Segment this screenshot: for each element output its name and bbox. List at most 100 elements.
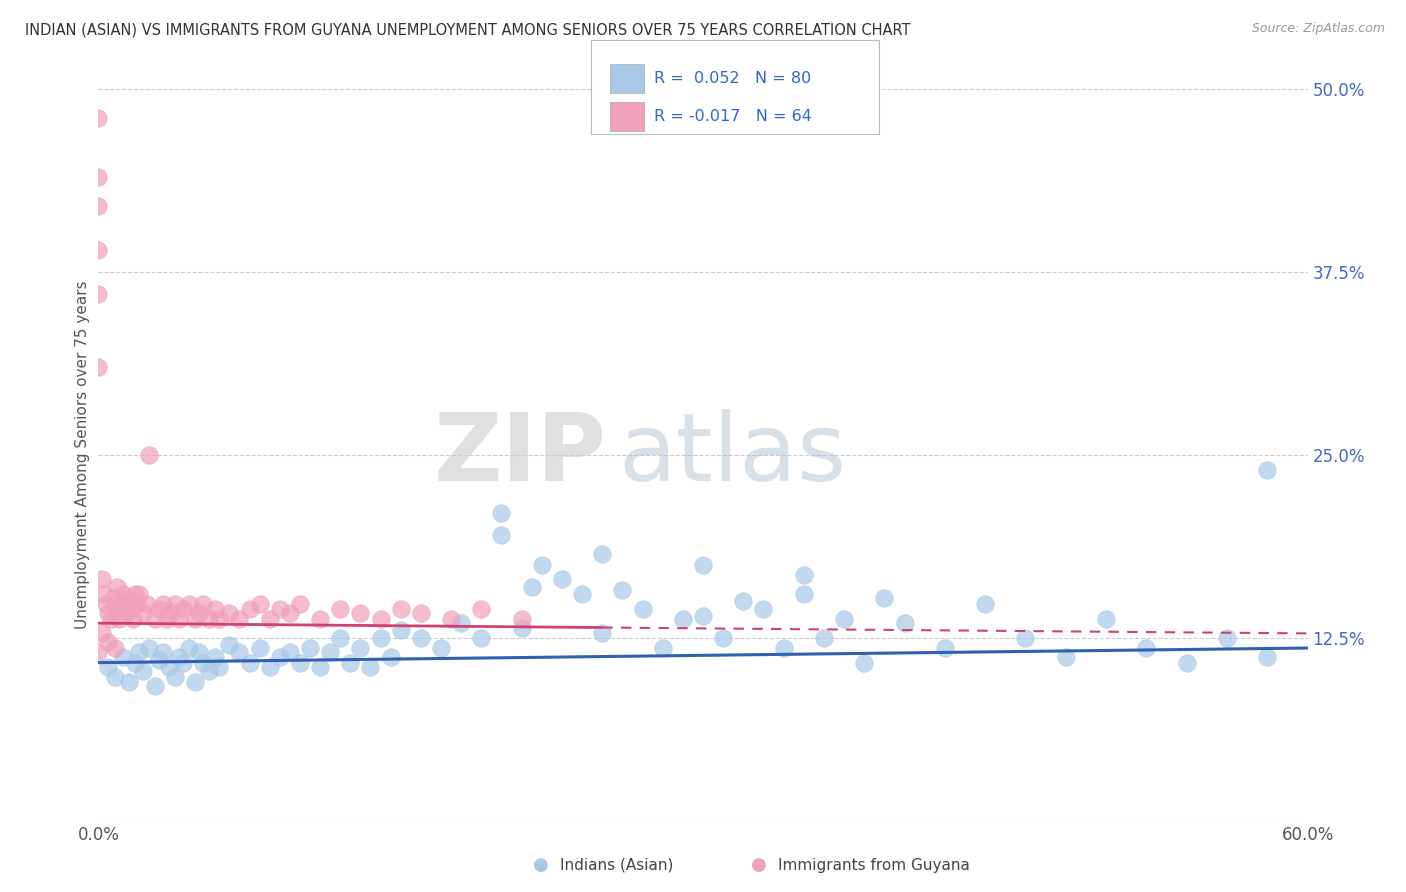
Point — [157, 660, 180, 674]
Point — [193, 656, 215, 670]
Text: ZIP: ZIP — [433, 409, 606, 501]
Point — [278, 606, 301, 620]
Point — [631, 601, 654, 615]
Point — [208, 612, 231, 626]
Point — [380, 649, 402, 664]
Point — [389, 624, 412, 638]
Point — [100, 612, 122, 626]
Text: Immigrants from Guyana: Immigrants from Guyana — [778, 858, 969, 872]
Point — [172, 656, 194, 670]
Point — [853, 656, 876, 670]
Point — [1135, 640, 1157, 655]
Point — [813, 631, 835, 645]
Point — [103, 640, 125, 655]
Point — [269, 649, 291, 664]
Point — [118, 674, 141, 689]
Point — [1054, 649, 1077, 664]
Point — [105, 580, 128, 594]
Point — [249, 597, 271, 611]
Point — [1095, 612, 1118, 626]
Point — [107, 612, 129, 626]
Point — [873, 591, 896, 606]
Point — [389, 601, 412, 615]
Point — [360, 660, 382, 674]
Point — [87, 112, 110, 126]
Point — [672, 612, 695, 626]
Point — [259, 660, 281, 674]
Point — [793, 587, 815, 601]
Point — [349, 640, 371, 655]
Point — [184, 674, 207, 689]
Point — [172, 601, 194, 615]
Point — [319, 645, 342, 659]
Text: Source: ZipAtlas.com: Source: ZipAtlas.com — [1251, 22, 1385, 36]
Point — [114, 597, 136, 611]
Point — [370, 612, 392, 626]
Text: INDIAN (ASIAN) VS IMMIGRANTS FROM GUYANA UNEMPLOYMENT AMONG SENIORS OVER 75 YEAR: INDIAN (ASIAN) VS IMMIGRANTS FROM GUYANA… — [25, 22, 911, 37]
Point — [163, 597, 186, 611]
Point — [309, 660, 332, 674]
Point — [143, 679, 166, 693]
Point — [551, 572, 574, 586]
Point — [148, 601, 170, 615]
Point — [91, 626, 114, 640]
Point — [163, 670, 186, 684]
Point — [120, 601, 142, 615]
Point — [91, 572, 114, 586]
Point — [208, 660, 231, 674]
Point — [440, 612, 463, 626]
Point — [87, 645, 110, 659]
Point — [269, 601, 291, 615]
Point — [288, 656, 311, 670]
Point — [97, 635, 120, 649]
Point — [571, 587, 593, 601]
Point — [470, 631, 492, 645]
Point — [239, 656, 262, 670]
Point — [832, 612, 855, 626]
Point — [450, 616, 472, 631]
Point — [87, 243, 110, 257]
Point — [115, 606, 138, 620]
Point — [1256, 462, 1278, 476]
Point — [249, 640, 271, 655]
Point — [128, 645, 150, 659]
Point — [612, 582, 634, 597]
Point — [329, 601, 352, 615]
Point — [733, 594, 755, 608]
Point — [107, 597, 129, 611]
Point — [188, 645, 211, 659]
Point — [218, 638, 240, 652]
Point — [188, 606, 211, 620]
Point — [228, 645, 250, 659]
Point — [409, 606, 432, 620]
Point — [491, 507, 513, 521]
Point — [156, 612, 179, 626]
Point — [339, 656, 361, 670]
Point — [510, 621, 533, 635]
Point — [1014, 631, 1036, 645]
Point — [893, 616, 915, 631]
Text: Indians (Asian): Indians (Asian) — [560, 858, 673, 872]
Point — [772, 640, 794, 655]
Point — [125, 597, 148, 611]
Text: atlas: atlas — [619, 409, 846, 501]
Point — [193, 597, 215, 611]
Point — [349, 606, 371, 620]
Point — [87, 360, 110, 375]
Point — [329, 631, 352, 645]
Point — [143, 612, 166, 626]
Point — [167, 612, 190, 626]
Point — [309, 612, 332, 626]
Text: R = -0.017   N = 64: R = -0.017 N = 64 — [654, 109, 811, 124]
Point — [1216, 631, 1239, 645]
Point — [121, 612, 143, 626]
Point — [97, 606, 120, 620]
Point — [793, 567, 815, 582]
Text: ●: ● — [751, 856, 768, 874]
Point — [752, 601, 775, 615]
Point — [510, 612, 533, 626]
Point — [692, 608, 714, 623]
Point — [152, 645, 174, 659]
Point — [103, 601, 125, 615]
Point — [152, 597, 174, 611]
